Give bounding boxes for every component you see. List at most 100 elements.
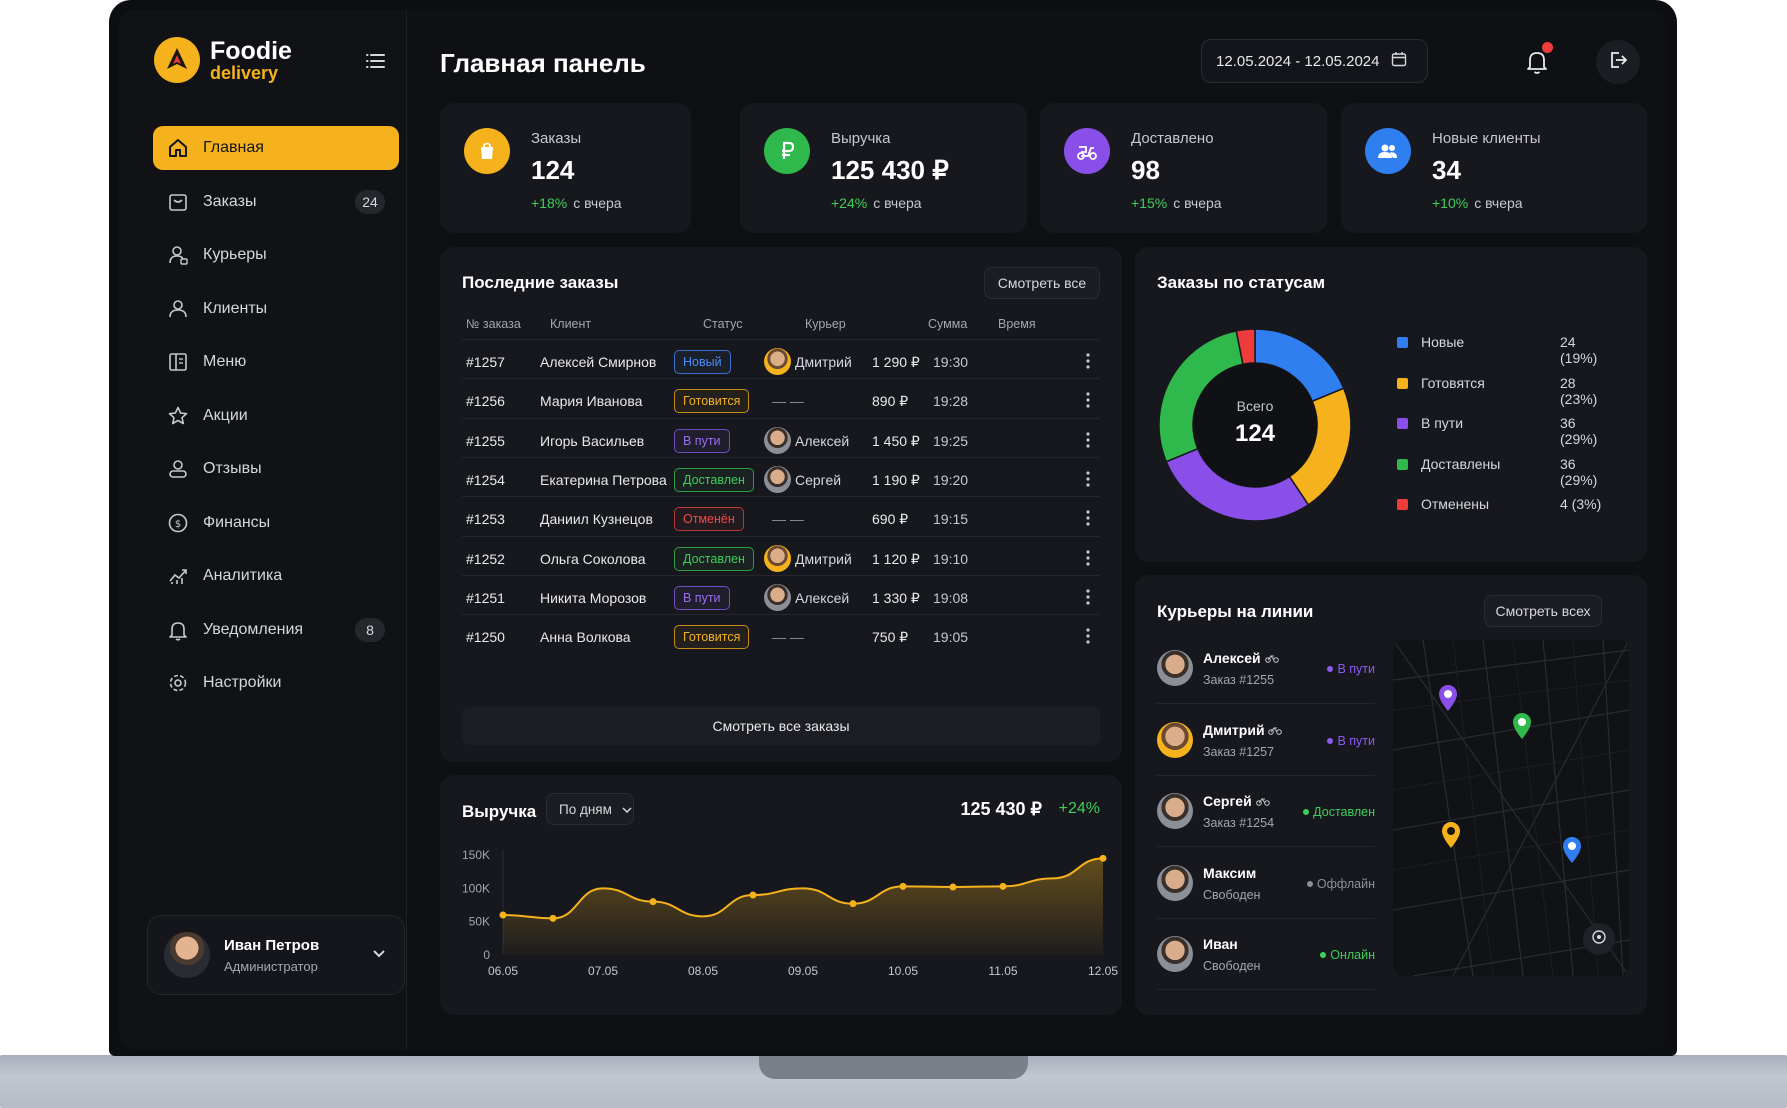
courier-status: Оффлайн	[1316, 876, 1375, 891]
courier-map[interactable]	[1393, 640, 1629, 976]
sidebar-item-home[interactable]: Главная	[153, 126, 399, 170]
chevron-down-icon[interactable]	[372, 946, 386, 964]
revenue-point[interactable]	[549, 914, 557, 922]
stat-card-delivered[interactable]: Доставлено 98 +15% с вчера	[1040, 103, 1327, 233]
x-tick-label: 09.05	[788, 964, 818, 978]
status-badge: В пути	[674, 428, 730, 453]
stat-delta: +10%	[1432, 195, 1469, 211]
sidebar-item-reviews[interactable]: Отзывы	[153, 447, 399, 491]
status-dot	[1306, 880, 1313, 887]
table-row[interactable]: #1254 Екатерина Петрова Доставлен Сергей 1 1…	[462, 456, 1100, 501]
more-vertical-icon[interactable]	[1086, 549, 1090, 567]
courier-list-item[interactable]: Иван Свободен Онлайн	[1157, 918, 1375, 990]
order-sum: 1 190 ₽	[872, 471, 920, 488]
more-vertical-icon[interactable]	[1086, 627, 1090, 645]
period-select[interactable]: По дням	[546, 793, 634, 825]
order-sum: 1 450 ₽	[872, 432, 920, 449]
more-vertical-icon[interactable]	[1086, 391, 1090, 409]
map-locate-button[interactable]	[1583, 923, 1615, 955]
table-row[interactable]: #1256 Мария Иванова Готовится — — 890 ₽ 19:28	[462, 378, 1100, 422]
revenue-point[interactable]	[499, 911, 507, 919]
logout-icon	[1608, 50, 1628, 75]
finance-icon: $	[167, 512, 189, 534]
couriers-online-panel: Курьеры на линии Смотреть всех Алексей З…	[1135, 575, 1647, 1015]
legend-value: 28 (23%)	[1560, 374, 1598, 407]
sidebar-item-clients[interactable]: Клиенты	[153, 287, 399, 331]
table-row[interactable]: #1257 Алексей Смирнов Новый Дмитрий 1 290 ₽ 1…	[462, 339, 1100, 383]
order-id: #1255	[466, 432, 505, 449]
order-client: Даниил Кузнецов	[540, 511, 653, 528]
revenue-panel: Выручка По дням 125 430 ₽ +24% 0 50K 100K 1…	[440, 775, 1122, 1015]
sidebar-item-promotions[interactable]: Акции	[153, 394, 399, 438]
brand-logo[interactable]: Foodie delivery	[154, 37, 292, 83]
x-tick-label: 08.05	[688, 964, 718, 978]
revenue-point[interactable]	[849, 900, 857, 908]
courier-avatar	[764, 583, 791, 611]
map-pin-courier-green[interactable]	[1511, 712, 1533, 740]
courier-status: В пути	[1337, 662, 1375, 676]
logout-button[interactable]	[1596, 40, 1640, 84]
stat-card-revenue[interactable]: Выручка 125 430 ₽ +24% с вчера	[740, 103, 1027, 233]
sidebar-item-menu[interactable]: Меню	[153, 340, 399, 384]
table-row[interactable]: #1250 Анна Волкова Готовится — — 750 ₽ 19:05	[462, 614, 1100, 658]
status-dot	[1303, 809, 1310, 815]
courier-subtitle: Заказ #1255	[1203, 673, 1275, 687]
courier-subtitle: Заказ #1254	[1203, 816, 1275, 830]
table-row[interactable]: #1252 Ольга Соколова Доставлен Дмитрий 1 120…	[462, 535, 1100, 580]
map-pin-client-blue[interactable]	[1561, 836, 1583, 864]
legend-swatch	[1397, 499, 1408, 510]
stat-card-orders[interactable]: Заказы 124 +18% с вчера	[440, 103, 691, 233]
legend-label: В пути	[1421, 415, 1464, 431]
revenue-point[interactable]	[949, 883, 957, 891]
order-id: #1256	[466, 393, 505, 410]
sidebar-item-analytics[interactable]: Аналитика	[153, 554, 399, 598]
x-tick-label: 11.05	[988, 964, 1017, 978]
view-all-couriers-button[interactable]: Смотреть всех	[1484, 595, 1602, 627]
date-range-picker[interactable]: 12.05.2024 - 12.05.2024	[1201, 39, 1428, 83]
revenue-point[interactable]	[899, 882, 907, 890]
more-vertical-icon[interactable]	[1086, 588, 1090, 606]
sidebar-item-couriers[interactable]: Курьеры	[153, 233, 399, 277]
order-sum: 890 ₽	[872, 393, 909, 410]
svg-text:$: $	[175, 519, 181, 530]
more-vertical-icon[interactable]	[1086, 431, 1090, 449]
order-courier: Дмитрий	[795, 354, 852, 370]
courier-list-item[interactable]: Дмитрий Заказ #1257 В пути	[1157, 704, 1375, 776]
revenue-point[interactable]	[999, 882, 1007, 890]
table-row[interactable]: #1253 Даниил Кузнецов Отменён — — 690 ₽ 19:15	[462, 496, 1100, 540]
reviews-icon	[167, 458, 189, 480]
star-icon	[167, 405, 189, 427]
view-all-orders-bottom-button[interactable]: Смотреть все заказы	[462, 707, 1100, 745]
more-vertical-icon[interactable]	[1086, 352, 1090, 370]
sidebar-item-finance[interactable]: $ Финансы	[153, 501, 399, 545]
table-row[interactable]: #1255 Игорь Васильев В пути Алексей 1 450 ₽ 1…	[462, 417, 1100, 462]
panel-title: Последние заказы	[462, 273, 619, 292]
order-courier: Алексей	[795, 589, 850, 606]
map-pin-courier-purple[interactable]	[1437, 684, 1459, 712]
ruble-icon	[764, 128, 810, 174]
sidebar-item-orders[interactable]: Заказы 24	[153, 180, 399, 224]
more-vertical-icon[interactable]	[1086, 509, 1090, 527]
revenue-point[interactable]	[749, 891, 757, 899]
courier-list-item[interactable]: Максим Свободен Оффлайн	[1157, 847, 1375, 919]
revenue-point[interactable]	[1099, 854, 1107, 862]
more-vertical-icon[interactable]	[1086, 470, 1090, 488]
view-all-orders-button[interactable]: Смотреть все	[984, 267, 1100, 299]
current-user-card[interactable]: Иван Петров Администратор	[147, 915, 405, 995]
y-tick-label: 50K	[469, 915, 490, 929]
panel-title: Курьеры на линии	[1157, 602, 1314, 621]
sidebar-item-notifications[interactable]: Уведомления 8	[153, 608, 399, 652]
collapse-menu-icon[interactable]	[364, 50, 388, 72]
x-tick-label: 10.05	[888, 964, 918, 978]
map-pin-restaurant-yellow[interactable]	[1440, 821, 1462, 849]
order-id: #1250	[466, 629, 505, 646]
notifications-bell-icon[interactable]	[1522, 46, 1552, 76]
courier-avatar	[1157, 793, 1193, 829]
courier-list-item[interactable]: Сергей Заказ #1254 Доставлен	[1157, 775, 1375, 847]
stat-card-new-clients[interactable]: Новые клиенты 34 +10% с вчера	[1341, 103, 1647, 233]
revenue-point[interactable]	[649, 898, 657, 906]
courier-list-item[interactable]: Алексей Заказ #1255 В пути	[1157, 632, 1375, 704]
x-tick-label: 12.05	[1088, 964, 1118, 978]
sidebar-item-settings[interactable]: Настройки	[153, 661, 399, 705]
table-row[interactable]: #1251 Никита Морозов В пути Алексей 1 330 ₽ 1…	[462, 574, 1100, 619]
